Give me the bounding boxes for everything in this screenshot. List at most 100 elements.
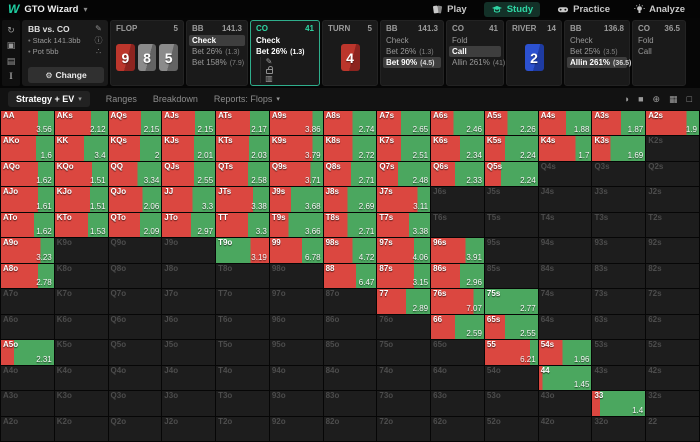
action-fold[interactable]: Fold bbox=[635, 35, 683, 46]
pencil-icon[interactable]: ✎ bbox=[95, 24, 102, 33]
hand-cell-K5s[interactable]: K5s 2.24 bbox=[484, 136, 538, 161]
info-icon[interactable]: ⓘ bbox=[94, 35, 103, 45]
action-bet-26-[interactable]: Bet 26% (1.3) bbox=[189, 46, 245, 57]
hand-cell-Q7o[interactable]: Q7o bbox=[108, 289, 162, 314]
hand-cell-85o[interactable]: 85o bbox=[323, 340, 377, 365]
hand-cell-74s[interactable]: 74s bbox=[538, 289, 592, 314]
hand-cell-Q3o[interactable]: Q3o bbox=[108, 391, 162, 416]
hand-cell-86s[interactable]: 86s 2.96 bbox=[431, 263, 484, 289]
hand-cell-AQs[interactable]: AQs 2.15 bbox=[108, 111, 162, 136]
hand-cell-QTo[interactable]: QTo 2.09 bbox=[108, 212, 162, 238]
hand-cell-AA[interactable]: AA 3.56 bbox=[1, 111, 54, 136]
hand-cell-32s[interactable]: 32s bbox=[646, 391, 699, 416]
share-icon[interactable]: ∴ bbox=[95, 47, 102, 56]
hand-cell-A3s[interactable]: A3s 1.87 bbox=[592, 111, 646, 136]
text-cursor-icon[interactable]: I bbox=[9, 70, 13, 81]
action-bet-90-[interactable]: Bet 90% (4.5) bbox=[383, 57, 441, 68]
hand-cell-A7s[interactable]: A7s 2.65 bbox=[377, 111, 431, 136]
hand-cell-Q4o[interactable]: Q4o bbox=[108, 365, 162, 391]
book-icon[interactable]: ▥ bbox=[265, 74, 273, 83]
hand-cell-AJo[interactable]: AJo 1.61 bbox=[1, 187, 54, 212]
action-call[interactable]: Call bbox=[635, 46, 683, 57]
hand-cell-53o[interactable]: 53o bbox=[484, 391, 538, 416]
hand-cell-Q9s[interactable]: Q9s 3.71 bbox=[269, 161, 323, 187]
hand-cell-96s[interactable]: 96s 3.91 bbox=[431, 238, 484, 263]
hand-cell-JTo[interactable]: JTo 2.97 bbox=[162, 212, 216, 238]
hand-cell-AKo[interactable]: AKo 1.6 bbox=[1, 136, 54, 161]
fullscreen-icon[interactable]: □ bbox=[686, 93, 692, 104]
hand-cell-32o[interactable]: 32o bbox=[592, 416, 646, 441]
hand-cell-J7s[interactable]: J7s 3.11 bbox=[377, 187, 431, 212]
hand-cell-85s[interactable]: 85s bbox=[484, 263, 538, 289]
hand-cell-KTs[interactable]: KTs 2.03 bbox=[216, 136, 269, 161]
hand-cell-J6o[interactable]: J6o bbox=[162, 314, 216, 340]
hand-cell-T9o[interactable]: T9o 3.19 bbox=[216, 238, 269, 263]
hand-cell-55[interactable]: 55 6.21 bbox=[484, 340, 538, 365]
action-bet-158-[interactable]: Bet 158% (7.9) bbox=[189, 57, 245, 68]
hand-cell-J8o[interactable]: J8o bbox=[162, 263, 216, 289]
hand-cell-42s[interactable]: 42s bbox=[646, 365, 699, 391]
hand-cell-64o[interactable]: 64o bbox=[431, 365, 484, 391]
lock-icon[interactable] bbox=[265, 66, 273, 74]
hand-cell-A8s[interactable]: A8s 2.74 bbox=[323, 111, 377, 136]
hand-cell-J6s[interactable]: J6s bbox=[431, 187, 484, 212]
hand-cell-64s[interactable]: 64s bbox=[538, 314, 592, 340]
hand-cell-44[interactable]: 44 1.45 bbox=[538, 365, 592, 391]
hand-cell-K2s[interactable]: K2s bbox=[646, 136, 699, 161]
hand-cell-73o[interactable]: 73o bbox=[377, 391, 431, 416]
hand-cell-KK[interactable]: KK 3.4 bbox=[54, 136, 108, 161]
hand-cell-Q6s[interactable]: Q6s 2.33 bbox=[431, 161, 484, 187]
hand-cell-KQo[interactable]: KQo 1.51 bbox=[54, 161, 108, 187]
hand-cell-72s[interactable]: 72s bbox=[646, 289, 699, 314]
hand-cell-JTs[interactable]: JTs 3.38 bbox=[216, 187, 269, 212]
hand-cell-83o[interactable]: 83o bbox=[323, 391, 377, 416]
hand-cell-72o[interactable]: 72o bbox=[377, 416, 431, 441]
hand-cell-J3s[interactable]: J3s bbox=[592, 187, 646, 212]
hand-cell-K4o[interactable]: K4o bbox=[54, 365, 108, 391]
hand-cell-88[interactable]: 88 6.47 bbox=[323, 263, 377, 289]
hand-cell-87o[interactable]: 87o bbox=[323, 289, 377, 314]
hand-cell-AJs[interactable]: AJs 2.15 bbox=[162, 111, 216, 136]
hand-cell-54s[interactable]: 54s 1.96 bbox=[538, 340, 592, 365]
history-icon[interactable]: ↻ bbox=[7, 25, 15, 36]
hand-cell-QJs[interactable]: QJs 2.55 bbox=[162, 161, 216, 187]
hand-cell-J8s[interactable]: J8s 2.69 bbox=[323, 187, 377, 212]
hand-cell-J7o[interactable]: J7o bbox=[162, 289, 216, 314]
color-swatch-icon[interactable]: ■ bbox=[638, 93, 644, 104]
app-title[interactable]: GTO Wizard bbox=[24, 3, 79, 15]
hand-cell-95o[interactable]: 95o bbox=[269, 340, 323, 365]
hand-cell-87s[interactable]: 87s 3.15 bbox=[377, 263, 431, 289]
hand-cell-Q8o[interactable]: Q8o bbox=[108, 263, 162, 289]
hand-cell-97o[interactable]: 97o bbox=[269, 289, 323, 314]
hand-cell-T2o[interactable]: T2o bbox=[216, 416, 269, 441]
hand-cell-AKs[interactable]: AKs 2.12 bbox=[54, 111, 108, 136]
hand-cell-92o[interactable]: 92o bbox=[269, 416, 323, 441]
hand-cell-22[interactable]: 22 bbox=[646, 416, 699, 441]
hand-cell-98o[interactable]: 98o bbox=[269, 263, 323, 289]
target-icon[interactable]: ⊕ bbox=[652, 93, 661, 104]
hand-cell-K8s[interactable]: K8s 2.72 bbox=[323, 136, 377, 161]
hand-cell-A5o[interactable]: A5o 2.31 bbox=[1, 340, 54, 365]
hand-cell-92s[interactable]: 92s bbox=[646, 238, 699, 263]
hand-cell-Q9o[interactable]: Q9o bbox=[108, 238, 162, 263]
hand-cell-62s[interactable]: 62s bbox=[646, 314, 699, 340]
hand-cell-K2o[interactable]: K2o bbox=[54, 416, 108, 441]
hand-cell-75o[interactable]: 75o bbox=[377, 340, 431, 365]
hand-cell-T5o[interactable]: T5o bbox=[216, 340, 269, 365]
hand-cell-A8o[interactable]: A8o 2.78 bbox=[1, 263, 54, 289]
hand-cell-K4s[interactable]: K4s 1.7 bbox=[538, 136, 592, 161]
tab-ranges[interactable]: Ranges bbox=[106, 94, 137, 104]
hand-cell-KQs[interactable]: KQs 2 bbox=[108, 136, 162, 161]
hand-cell-J3o[interactable]: J3o bbox=[162, 391, 216, 416]
hand-cell-K9s[interactable]: K9s 3.79 bbox=[269, 136, 323, 161]
hand-cell-K7o[interactable]: K7o bbox=[54, 289, 108, 314]
hand-cell-97s[interactable]: 97s 4.06 bbox=[377, 238, 431, 263]
hand-cell-76o[interactable]: 76o bbox=[377, 314, 431, 340]
nav-item-practice[interactable]: Practice bbox=[550, 2, 617, 17]
hand-cell-K3o[interactable]: K3o bbox=[54, 391, 108, 416]
hand-cell-T7o[interactable]: T7o bbox=[216, 289, 269, 314]
hand-cell-T7s[interactable]: T7s 3.38 bbox=[377, 212, 431, 238]
action-allin-261-[interactable]: Allin 261% (36.5) bbox=[567, 57, 631, 68]
action-check[interactable]: Check bbox=[189, 35, 245, 46]
hand-cell-A2o[interactable]: A2o bbox=[1, 416, 54, 441]
